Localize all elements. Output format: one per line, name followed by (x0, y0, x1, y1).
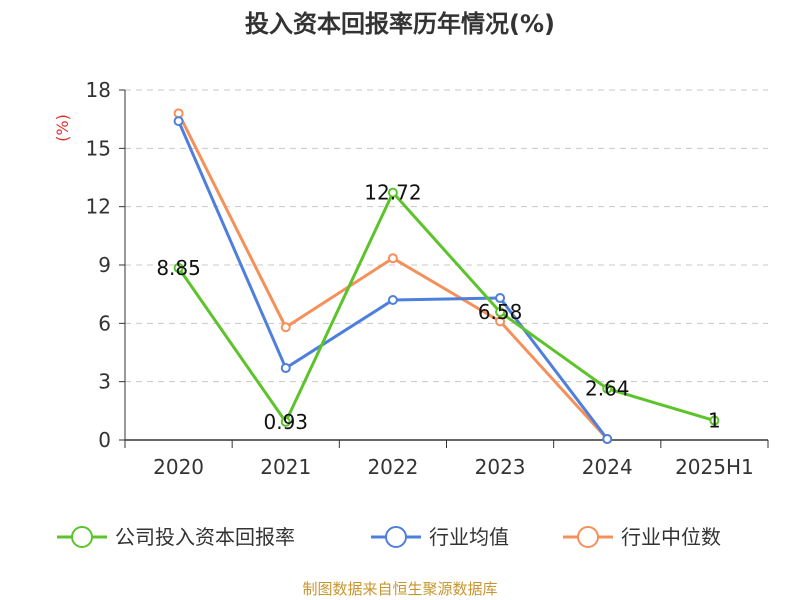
data-point (602, 383, 613, 394)
legend-label: 行业均值 (429, 525, 509, 549)
x-tick-label: 2020 (153, 455, 204, 479)
legend: 公司投入资本回报率 行业均值 行业中位数 (57, 525, 721, 549)
chart-title: 投入资本回报率历年情况(%) (245, 10, 555, 38)
data-point (602, 434, 613, 445)
y-tick-label: 0 (98, 428, 111, 452)
data-label: 12.72 (364, 181, 421, 205)
data-point (709, 415, 720, 426)
data-point (280, 363, 291, 374)
y-tick-label: 18 (86, 78, 111, 102)
series-line (177, 191, 715, 424)
legend-marker (577, 526, 599, 548)
y-axis-label: (%) (53, 114, 72, 142)
y-tick-label: 15 (86, 136, 111, 160)
grid (125, 89, 768, 383)
data-labels: 8.85 0.93 12.72 6.58 2.64 1 (156, 181, 720, 434)
data-point (280, 416, 291, 427)
x-tick-label: 2021 (260, 455, 311, 479)
source-note: 制图数据来自恒生聚源数据库 (302, 580, 497, 598)
data-label: 1 (708, 409, 721, 433)
series-layer (173, 108, 720, 445)
x-tick-label: 2024 (582, 455, 633, 479)
data-label: 8.85 (156, 256, 201, 280)
x-tick-label: 2025H1 (675, 455, 754, 479)
data-point (173, 116, 184, 127)
axes: 0 3 6 9 12 15 18 2020 2021 2022 2023 2024 2025H1 (86, 78, 769, 479)
y-tick-label: 9 (98, 253, 111, 277)
legend-marker (71, 526, 93, 548)
data-point (387, 187, 398, 198)
data-label: 6.58 (478, 300, 523, 324)
x-tick-label: 2023 (475, 455, 526, 479)
legend-label: 行业中位数 (621, 525, 721, 549)
data-point (495, 293, 506, 304)
data-point (387, 295, 398, 305)
legend-label: 公司投入资本回报率 (115, 525, 295, 549)
series-line (177, 112, 609, 441)
x-tick-label: 2022 (367, 455, 418, 479)
data-point (280, 322, 291, 333)
legend-marker (385, 526, 407, 548)
data-label: 2.64 (585, 377, 630, 401)
data-point (173, 262, 184, 273)
y-tick-label: 3 (98, 370, 111, 394)
y-tick-label: 12 (86, 195, 111, 219)
series-line (177, 120, 609, 440)
data-point (387, 253, 398, 264)
data-point (495, 307, 506, 318)
data-label: 0.93 (263, 410, 308, 434)
data-point (495, 316, 506, 327)
y-tick-label: 6 (98, 311, 111, 335)
